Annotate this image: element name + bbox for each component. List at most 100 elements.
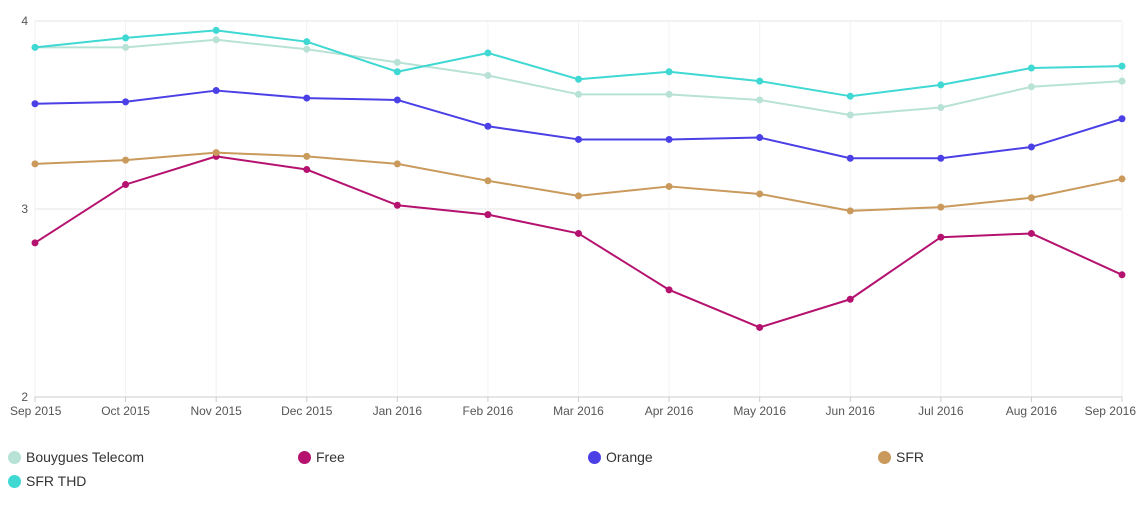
data-point[interactable]	[1027, 83, 1035, 91]
x-tick-label: Mar 2016	[553, 404, 604, 418]
data-point[interactable]	[846, 111, 854, 119]
series-sfr-thd	[31, 26, 1126, 100]
data-point[interactable]	[756, 323, 764, 331]
legend-label: SFR THD	[26, 473, 87, 489]
y-tick-label: 3	[21, 202, 28, 216]
data-point[interactable]	[393, 201, 401, 209]
series-orange	[31, 87, 1126, 162]
data-point[interactable]	[303, 152, 311, 160]
data-point[interactable]	[756, 134, 764, 142]
data-point[interactable]	[122, 34, 130, 42]
legend-label: Orange	[606, 449, 653, 465]
data-point[interactable]	[122, 43, 130, 51]
data-point[interactable]	[393, 96, 401, 104]
data-point[interactable]	[937, 103, 945, 111]
data-point[interactable]	[484, 49, 492, 57]
series-group	[31, 26, 1126, 331]
data-point[interactable]	[484, 177, 492, 185]
data-point[interactable]	[1027, 143, 1035, 151]
data-point[interactable]	[1118, 115, 1126, 123]
legend-label: Free	[316, 449, 345, 465]
data-point[interactable]	[1118, 175, 1126, 183]
data-point[interactable]	[1118, 62, 1126, 70]
data-point[interactable]	[1027, 229, 1035, 237]
data-point[interactable]	[575, 135, 582, 143]
data-point[interactable]	[303, 38, 311, 46]
data-point[interactable]	[937, 203, 945, 211]
x-tick-label: Feb 2016	[463, 404, 514, 418]
data-point[interactable]	[393, 58, 401, 66]
legend-item[interactable]: SFR	[878, 448, 1138, 466]
data-point[interactable]	[846, 154, 854, 162]
data-point[interactable]	[665, 135, 673, 143]
legend-item[interactable]: SFR THD	[8, 472, 298, 490]
data-point[interactable]	[1027, 194, 1035, 202]
legend-swatch-icon	[878, 450, 891, 464]
data-point[interactable]	[31, 239, 39, 247]
data-point[interactable]	[846, 295, 854, 303]
legend-item[interactable]: Free	[298, 448, 588, 466]
data-point[interactable]	[756, 77, 764, 85]
legend-label: SFR	[896, 449, 924, 465]
data-point[interactable]	[212, 149, 220, 157]
data-point[interactable]	[937, 233, 945, 241]
data-point[interactable]	[303, 94, 311, 102]
data-point[interactable]	[937, 81, 945, 89]
x-tick-label: Oct 2015	[101, 404, 150, 418]
legend-item[interactable]: Orange	[588, 448, 878, 466]
series-free	[31, 152, 1126, 331]
x-tick-label: Jul 2016	[918, 404, 964, 418]
x-tick-label: Apr 2016	[645, 404, 694, 418]
y-tick-label: 4	[21, 14, 28, 28]
axes: 2 3 4 Sep 2015 Oct 2015 Nov 2015 Dec 2015 Jan 2…	[10, 14, 1136, 418]
data-point[interactable]	[575, 192, 582, 200]
x-tick-label: May 2016	[733, 404, 786, 418]
data-point[interactable]	[122, 98, 130, 106]
y-tick-label: 2	[21, 390, 28, 404]
data-point[interactable]	[756, 96, 764, 104]
x-tick-label: Jun 2016	[826, 404, 876, 418]
data-point[interactable]	[122, 156, 130, 164]
legend-label: Bouygues Telecom	[26, 449, 145, 465]
data-point[interactable]	[665, 182, 673, 190]
data-point[interactable]	[393, 68, 401, 76]
data-point[interactable]	[484, 211, 492, 219]
legend-swatch-icon	[8, 450, 21, 464]
data-point[interactable]	[212, 36, 220, 44]
line-chart: 2 3 4 Sep 2015 Oct 2015 Nov 2015 Dec 2015 Jan 2…	[10, 14, 1136, 418]
legend-item[interactable]: Bouygues Telecom	[8, 448, 298, 466]
data-point[interactable]	[1118, 271, 1126, 279]
data-point[interactable]	[575, 90, 582, 98]
data-point[interactable]	[1027, 64, 1035, 72]
data-point[interactable]	[122, 181, 130, 189]
x-tick-label: Sep 2015	[10, 404, 62, 418]
x-tick-label: Dec 2015	[281, 404, 333, 418]
data-point[interactable]	[1118, 77, 1126, 85]
data-point[interactable]	[31, 100, 39, 108]
x-tick-label: Aug 2016	[1006, 404, 1058, 418]
data-point[interactable]	[31, 43, 39, 51]
data-point[interactable]	[31, 160, 39, 168]
legend-swatch-icon	[588, 450, 601, 464]
data-point[interactable]	[756, 190, 764, 198]
data-point[interactable]	[212, 87, 220, 95]
x-tick-label: Jan 2016	[373, 404, 423, 418]
data-point[interactable]	[665, 90, 673, 98]
data-point[interactable]	[575, 75, 582, 83]
series-sfr	[31, 149, 1126, 215]
data-point[interactable]	[846, 207, 854, 215]
series-bouygues-telecom	[31, 36, 1126, 119]
data-point[interactable]	[393, 160, 401, 168]
data-point[interactable]	[212, 26, 220, 34]
data-point[interactable]	[665, 286, 673, 294]
data-point[interactable]	[937, 154, 945, 162]
data-point[interactable]	[484, 122, 492, 130]
legend-swatch-icon	[8, 474, 21, 488]
data-point[interactable]	[303, 45, 311, 53]
data-point[interactable]	[303, 166, 311, 174]
x-tick-label: Nov 2015	[190, 404, 242, 418]
data-point[interactable]	[665, 68, 673, 76]
data-point[interactable]	[846, 92, 854, 100]
data-point[interactable]	[575, 229, 582, 237]
data-point[interactable]	[484, 72, 492, 80]
